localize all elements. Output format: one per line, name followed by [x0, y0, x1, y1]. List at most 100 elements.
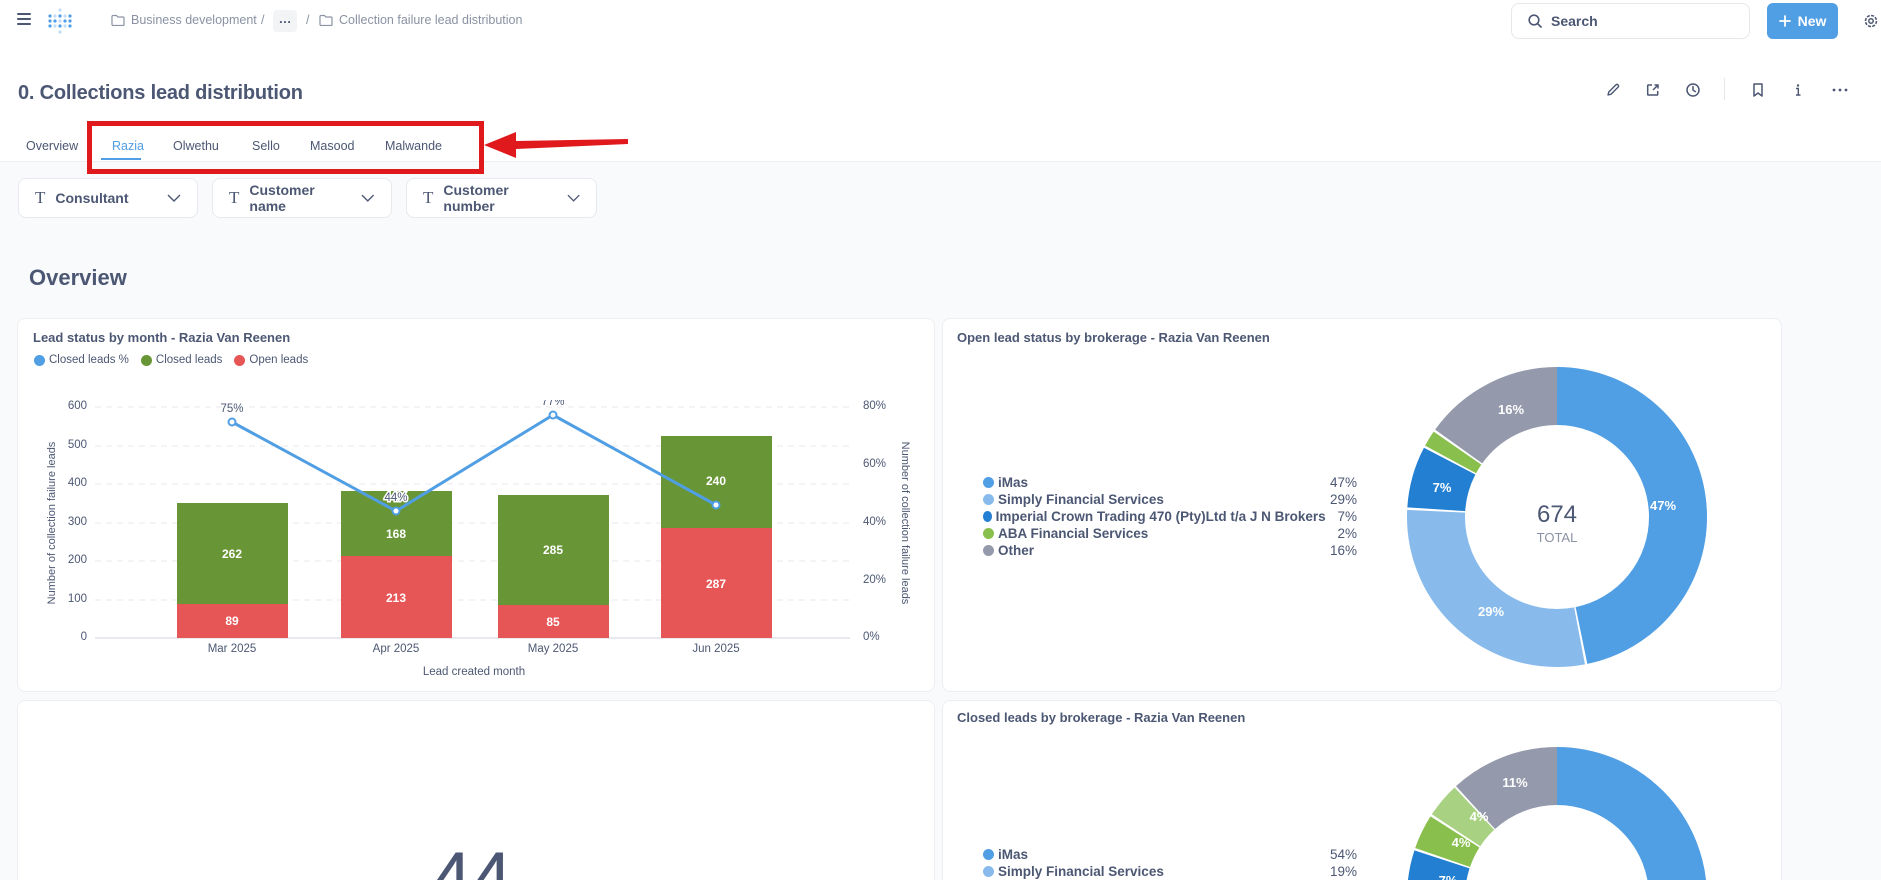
- svg-text:89: 89: [225, 614, 239, 628]
- filter-customer-name[interactable]: T Customer name: [212, 178, 392, 218]
- legend-item[interactable]: Closed leads: [140, 354, 223, 366]
- svg-text:TOTAL: TOTAL: [1537, 530, 1578, 545]
- plus-icon: [1778, 15, 1791, 27]
- svg-text:168: 168: [386, 527, 406, 541]
- card-title: Open lead status by brokerage - Razia Va…: [957, 330, 1270, 345]
- scalar-card[interactable]: [17, 700, 935, 880]
- annotation-highlight-box: [87, 121, 484, 174]
- tab-razia[interactable]: Razia: [112, 139, 144, 153]
- legend-item[interactable]: ABA Financial Services 2%: [983, 525, 1357, 542]
- card-title: Lead status by month - Razia Van Reenen: [33, 330, 291, 345]
- y2-tick: 40%: [863, 516, 887, 528]
- folder-icon: [319, 14, 333, 26]
- legend-item[interactable]: Open leads: [234, 354, 308, 366]
- bar-apr-2025[interactable]: 213 168: [341, 491, 452, 638]
- bar-jun-2025[interactable]: 287 240: [661, 436, 772, 638]
- y2-axis-label: Number of collection failure leads: [899, 441, 911, 605]
- legend-pct: 29%: [1329, 492, 1357, 507]
- svg-text:29%: 29%: [1478, 604, 1504, 619]
- dashboard-header: [0, 42, 1881, 162]
- lead-status-plot[interactable]: 89 262 213 168 85 285 287 240 75% 44% 77…: [95, 400, 855, 645]
- legend-name: ABA Financial Services: [998, 526, 1149, 541]
- svg-text:77%: 77%: [541, 400, 564, 408]
- x-tick: May 2025: [527, 643, 579, 655]
- legend-item[interactable]: Simply Financial Services 19%: [983, 863, 1357, 880]
- info-icon[interactable]: [1788, 80, 1808, 100]
- legend-dot-icon: [983, 849, 994, 860]
- legend-name: Other: [998, 543, 1035, 558]
- legend-dot-icon: [983, 528, 994, 539]
- open-lead-brokerage-card[interactable]: [942, 318, 1782, 692]
- bar-may-2025[interactable]: 85 285: [498, 495, 609, 638]
- legend-dot-icon: [983, 477, 994, 488]
- legend-item[interactable]: Imperial Crown Trading 470 (Pty)Ltd t/a …: [983, 508, 1357, 525]
- svg-text:674: 674: [1537, 501, 1577, 528]
- edit-icon[interactable]: [1603, 80, 1623, 100]
- annotation-arrow-icon: [484, 132, 628, 158]
- chevron-down-icon: [567, 194, 580, 202]
- svg-text:44%: 44%: [384, 492, 407, 504]
- breadcrumb-business-development[interactable]: Business development: [111, 13, 257, 27]
- svg-text:213: 213: [386, 591, 406, 605]
- svg-text:7%: 7%: [1439, 873, 1458, 880]
- legend-name: iMas: [998, 475, 1029, 490]
- breadcrumb-collection[interactable]: Collection failure lead distribution: [319, 13, 522, 27]
- legend-item[interactable]: iMas 54%: [983, 846, 1357, 863]
- new-button[interactable]: New: [1767, 3, 1838, 39]
- lead-status-card[interactable]: [17, 318, 935, 692]
- breadcrumb-label: Business development: [131, 13, 257, 27]
- tab-overview[interactable]: Overview: [26, 139, 79, 153]
- breadcrumb-more-button[interactable]: …: [273, 10, 297, 32]
- new-button-label: New: [1797, 13, 1827, 29]
- filter-label: Consultant: [55, 190, 129, 206]
- bar-mar-2025[interactable]: 89 262: [177, 503, 288, 638]
- breadcrumb-separator: /: [261, 13, 265, 27]
- svg-text:85: 85: [546, 615, 560, 629]
- filter-label: Customer number: [443, 182, 509, 214]
- legend-item[interactable]: Closed leads %: [34, 354, 129, 366]
- svg-text:4%: 4%: [1452, 835, 1471, 850]
- closed-brokerage-donut[interactable]: 11% 4% 4% 7%: [1402, 742, 1712, 880]
- text-type-icon: T: [229, 188, 240, 207]
- tab-sello[interactable]: Sello: [252, 139, 280, 153]
- legend-label: Open leads: [249, 354, 309, 366]
- closed-pct-line[interactable]: 75% 44% 77%: [219, 400, 721, 516]
- x-tick: Mar 2025: [207, 643, 257, 655]
- svg-text:287: 287: [706, 577, 726, 591]
- share-icon[interactable]: [1643, 80, 1663, 100]
- history-icon[interactable]: [1683, 80, 1703, 100]
- svg-text:11%: 11%: [1502, 775, 1528, 790]
- svg-text:262: 262: [222, 547, 242, 561]
- legend-item[interactable]: iMas 47%: [983, 474, 1357, 491]
- filter-customer-number[interactable]: T Customer number: [406, 178, 597, 218]
- svg-text:7%: 7%: [1433, 480, 1452, 495]
- legend-name: Imperial Crown Trading 470 (Pty)Ltd t/a …: [995, 509, 1326, 524]
- donut-legend: iMas 54% Simply Financial Services 19%: [983, 846, 1357, 880]
- header-divider: [1724, 78, 1725, 100]
- more-icon[interactable]: [1830, 80, 1850, 100]
- metabase-logo-icon[interactable]: [46, 8, 74, 34]
- search-icon: [1528, 14, 1542, 28]
- search-input[interactable]: Search: [1511, 3, 1750, 39]
- scalar-value: 44: [430, 837, 513, 880]
- gear-icon[interactable]: [1862, 12, 1880, 30]
- filter-consultant[interactable]: T Consultant: [18, 178, 198, 218]
- bookmark-icon[interactable]: [1748, 80, 1768, 100]
- tab-olwethu[interactable]: Olwethu: [173, 139, 219, 153]
- svg-text:240: 240: [706, 474, 726, 488]
- legend-dot-icon: [34, 354, 45, 366]
- y-tick: 500: [67, 439, 87, 451]
- legend-item[interactable]: Other 16%: [983, 542, 1357, 559]
- legend-item[interactable]: Simply Financial Services 29%: [983, 491, 1357, 508]
- y-tick: 100: [67, 593, 87, 605]
- open-brokerage-donut[interactable]: 47% 29% 7% 16% 674 TOTAL: [1402, 362, 1712, 672]
- search-placeholder: Search: [1551, 13, 1598, 29]
- tab-masood[interactable]: Masood: [310, 139, 355, 153]
- legend-dot-icon: [140, 354, 152, 366]
- tab-malwande[interactable]: Malwande: [385, 139, 442, 153]
- y-tick: 200: [67, 554, 87, 566]
- legend-label: Closed leads: [155, 354, 223, 366]
- legend-pct: 47%: [1329, 475, 1357, 490]
- hamburger-menu-icon[interactable]: [17, 13, 31, 25]
- y-tick: 300: [67, 516, 87, 528]
